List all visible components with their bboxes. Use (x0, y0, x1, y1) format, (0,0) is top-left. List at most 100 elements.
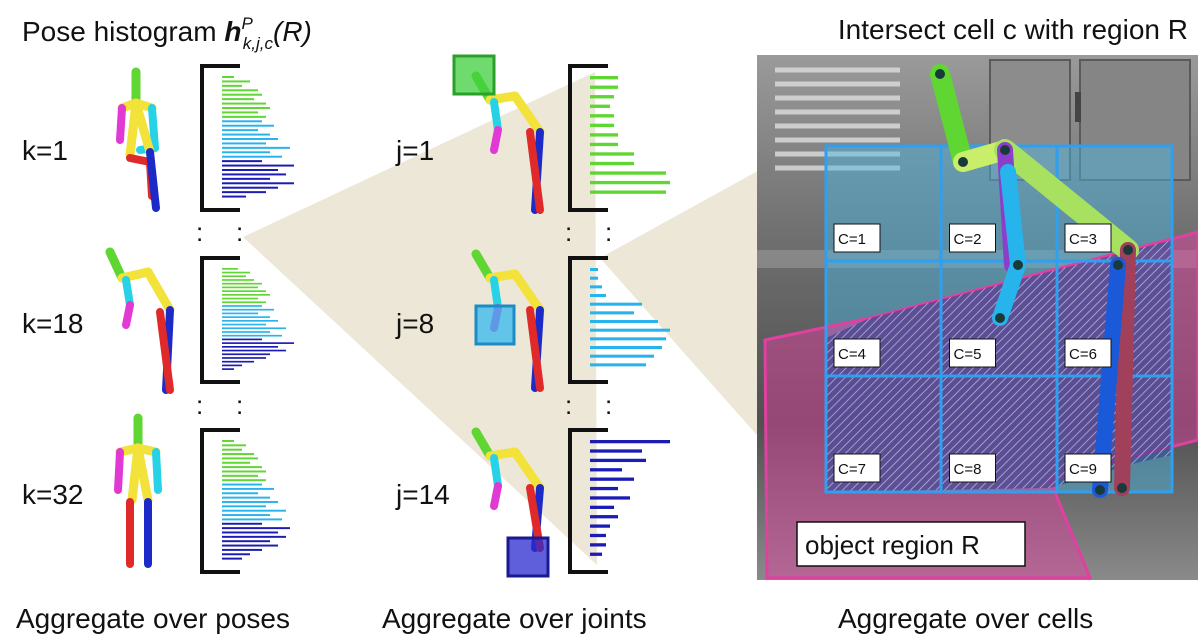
region-label: object region R (805, 530, 980, 560)
histogram-bar (222, 553, 250, 556)
histogram-bar (222, 173, 286, 176)
histogram-bar (222, 444, 246, 447)
histogram-bar (222, 479, 266, 482)
cell-label-box (1064, 338, 1112, 368)
histogram-bar (590, 161, 634, 166)
histogram-bar (590, 543, 606, 547)
cell-labels: C=1 C=2 C=3 C=4 C=5 C=6 C=7 C=8 C=9 (833, 223, 1112, 483)
histogram-bar (222, 124, 274, 127)
histogram-pose-k18 (200, 256, 294, 384)
histogram-bar (222, 138, 278, 140)
right-title: Intersect cell c with region R (838, 14, 1188, 45)
histogram-bar (590, 268, 598, 272)
pose-label-k1: k=1 (22, 135, 68, 166)
histogram-bar (222, 360, 254, 363)
histogram-bar (222, 111, 258, 114)
histogram-bar (590, 302, 642, 306)
histogram-bar (590, 440, 670, 444)
histogram-bar (222, 76, 234, 78)
histogram-bar (222, 290, 266, 292)
histogram-bar (222, 461, 250, 464)
histogram-bar (222, 531, 278, 534)
histogram-bar (222, 323, 266, 326)
histogram-bar (222, 275, 246, 278)
histogram-bar (590, 76, 618, 80)
ellipsis: : (565, 217, 572, 247)
histogram-bar (222, 470, 266, 473)
histogram-bar (222, 457, 258, 460)
histogram-bar (222, 282, 262, 285)
histogram-bar (222, 151, 270, 154)
ellipsis: : (565, 390, 572, 420)
cell-label-box (833, 453, 881, 483)
histogram-bar (222, 279, 254, 281)
histogram-bar (590, 346, 662, 350)
histogram-joint-j1 (568, 64, 670, 212)
histogram-bar (222, 334, 282, 337)
histogram-bar (222, 84, 242, 87)
histogram-bar (222, 93, 262, 96)
histogram-bar (222, 115, 266, 118)
intersection-hatch (826, 240, 1172, 492)
histogram-bar (222, 492, 258, 495)
region-label-box (796, 521, 1026, 567)
histogram-bar (222, 327, 286, 330)
histogram-bar (590, 524, 610, 528)
histogram-bar (590, 123, 614, 128)
histogram-bar (590, 142, 618, 147)
histogram-bar (222, 496, 270, 499)
histogram-bar (222, 186, 278, 189)
histogram-bar (222, 177, 270, 180)
histogram-bar (590, 328, 670, 332)
histogram-bar (222, 483, 262, 486)
histogram-bar (590, 114, 614, 118)
histogram-bar (590, 363, 646, 367)
histogram-bar (222, 518, 282, 521)
histogram-bar (222, 133, 270, 136)
histogram-bar (222, 342, 294, 344)
histogram-bar (590, 311, 634, 315)
histogram-bar (590, 104, 610, 108)
histogram-bar (222, 155, 282, 158)
cell-label-box (833, 223, 881, 253)
cell-label: C=2 (954, 231, 982, 248)
ellipsis: : (605, 390, 612, 420)
histogram-bar (222, 320, 278, 322)
histogram-bar (222, 80, 250, 83)
histogram-bar (222, 357, 266, 359)
histogram-bar (222, 466, 262, 469)
cell-label: C=8 (954, 461, 982, 478)
cell-label: C=1 (838, 231, 866, 248)
histogram-bar (590, 276, 598, 280)
histogram-bracket (568, 428, 608, 574)
histogram-bar (222, 89, 258, 92)
histogram-bar (222, 440, 234, 442)
histogram-bar (222, 535, 286, 538)
histogram-joint-j8 (568, 256, 670, 384)
histogram-bar (222, 129, 258, 132)
histogram-bracket (568, 256, 608, 384)
histogram-bar (222, 548, 262, 551)
ellipsis: : (605, 217, 612, 247)
histogram-bar (222, 312, 258, 315)
histogram-bar (222, 191, 266, 194)
joint-marker-j14 (506, 536, 550, 578)
histogram-bar (222, 448, 242, 451)
histogram-bar (590, 496, 630, 500)
histogram-pose-k1 (200, 64, 294, 212)
histogram-bar (222, 164, 294, 167)
histogram-bar (590, 552, 602, 556)
histogram-bar (222, 349, 286, 352)
histogram-bar (590, 354, 654, 358)
histogram-bracket (200, 64, 240, 212)
histogram-bar (222, 474, 258, 477)
pose-figure-k32 (114, 413, 162, 568)
histogram-bar (590, 486, 618, 491)
joint-label-j1: j=1 (395, 135, 434, 166)
histogram-bar (222, 301, 266, 304)
cell-label-box (949, 453, 996, 483)
histogram-bar (222, 294, 270, 296)
ellipsis: : (236, 217, 243, 247)
cell-label-box (1064, 453, 1112, 483)
histogram-bar (222, 522, 262, 525)
